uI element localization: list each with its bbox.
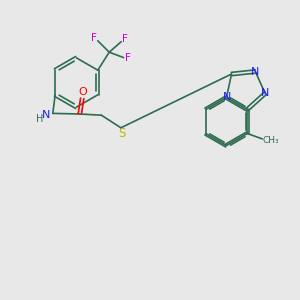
Text: N: N [223, 92, 231, 102]
Text: N: N [42, 110, 50, 120]
Text: F: F [125, 52, 131, 63]
Text: O: O [78, 87, 87, 97]
Text: N: N [251, 67, 260, 76]
Text: F: F [122, 34, 128, 44]
Text: F: F [91, 33, 97, 43]
Text: N: N [261, 88, 269, 98]
Text: S: S [118, 127, 125, 140]
Text: H: H [36, 114, 43, 124]
Text: CH₃: CH₃ [263, 136, 280, 145]
